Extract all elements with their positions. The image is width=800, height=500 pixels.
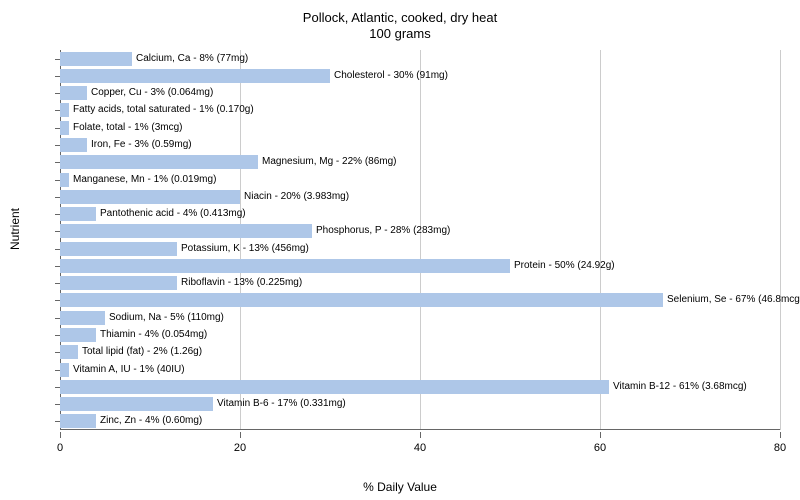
bar xyxy=(60,259,510,273)
bar-label: Vitamin B-6 - 17% (0.331mg) xyxy=(217,397,346,411)
bar xyxy=(60,69,330,83)
y-tick xyxy=(55,421,60,422)
x-axis xyxy=(60,429,780,430)
y-tick xyxy=(55,162,60,163)
plot-area: 020406080Calcium, Ca - 8% (77mg)Choleste… xyxy=(60,50,780,450)
bar-label: Potassium, K - 13% (456mg) xyxy=(181,242,309,256)
bar-label: Copper, Cu - 3% (0.064mg) xyxy=(91,86,213,100)
x-tick-label: 60 xyxy=(594,442,606,454)
bar xyxy=(60,363,69,377)
grid-line xyxy=(420,50,421,430)
bar-label: Phosphorus, P - 28% (283mg) xyxy=(316,224,450,238)
y-tick xyxy=(55,180,60,181)
bar-label: Vitamin B-12 - 61% (3.68mcg) xyxy=(613,380,747,394)
y-tick xyxy=(55,300,60,301)
x-tick xyxy=(600,432,601,438)
bar-label: Total lipid (fat) - 2% (1.26g) xyxy=(82,345,202,359)
y-tick xyxy=(55,283,60,284)
x-tick-label: 40 xyxy=(414,442,426,454)
bar xyxy=(60,293,663,307)
x-tick xyxy=(240,432,241,438)
x-tick xyxy=(60,432,61,438)
bar-label: Thiamin - 4% (0.054mg) xyxy=(100,328,207,342)
grid-line xyxy=(780,50,781,430)
bar xyxy=(60,224,312,238)
bar xyxy=(60,311,105,325)
bar-label: Zinc, Zn - 4% (0.60mg) xyxy=(100,414,202,428)
y-tick xyxy=(55,110,60,111)
bar xyxy=(60,155,258,169)
x-tick-label: 20 xyxy=(234,442,246,454)
y-tick xyxy=(55,231,60,232)
bar-label: Magnesium, Mg - 22% (86mg) xyxy=(262,155,397,169)
bar-label: Manganese, Mn - 1% (0.019mg) xyxy=(73,173,216,187)
bar-label: Calcium, Ca - 8% (77mg) xyxy=(136,52,248,66)
y-tick xyxy=(55,59,60,60)
bar xyxy=(60,380,609,394)
bar xyxy=(60,414,96,428)
bar xyxy=(60,86,87,100)
grid-line xyxy=(600,50,601,430)
bar xyxy=(60,207,96,221)
bar xyxy=(60,190,240,204)
bar xyxy=(60,345,78,359)
bar-label: Pantothenic acid - 4% (0.413mg) xyxy=(100,207,246,221)
y-tick xyxy=(55,318,60,319)
y-tick xyxy=(55,404,60,405)
bar-label: Fatty acids, total saturated - 1% (0.170… xyxy=(73,103,254,117)
bar xyxy=(60,397,213,411)
x-tick-label: 0 xyxy=(57,442,63,454)
bar-label: Folate, total - 1% (3mcg) xyxy=(73,121,182,135)
bar xyxy=(60,121,69,135)
y-tick xyxy=(55,266,60,267)
y-tick xyxy=(55,387,60,388)
y-tick xyxy=(55,76,60,77)
bar xyxy=(60,242,177,256)
y-tick xyxy=(55,145,60,146)
y-tick xyxy=(55,128,60,129)
x-tick-label: 80 xyxy=(774,442,786,454)
chart-subtitle: 100 grams xyxy=(0,26,800,41)
y-tick xyxy=(55,352,60,353)
bar xyxy=(60,276,177,290)
x-axis-label: % Daily Value xyxy=(0,480,800,494)
nutrient-chart: Pollock, Atlantic, cooked, dry heat 100 … xyxy=(0,0,800,500)
bar xyxy=(60,328,96,342)
y-tick xyxy=(55,214,60,215)
bar xyxy=(60,103,69,117)
bar-label: Cholesterol - 30% (91mg) xyxy=(334,69,448,83)
bar-label: Sodium, Na - 5% (110mg) xyxy=(109,311,224,325)
y-tick xyxy=(55,249,60,250)
bar-label: Iron, Fe - 3% (0.59mg) xyxy=(91,138,192,152)
bar xyxy=(60,138,87,152)
bar xyxy=(60,52,132,66)
y-axis-label: Nutrient xyxy=(8,208,22,250)
chart-title: Pollock, Atlantic, cooked, dry heat xyxy=(0,10,800,25)
y-tick xyxy=(55,335,60,336)
bar-label: Selenium, Se - 67% (46.8mcg) xyxy=(667,293,800,307)
bar xyxy=(60,173,69,187)
bar-label: Protein - 50% (24.92g) xyxy=(514,259,615,273)
x-tick xyxy=(420,432,421,438)
x-tick xyxy=(780,432,781,438)
y-tick xyxy=(55,370,60,371)
y-tick xyxy=(55,197,60,198)
y-tick xyxy=(55,93,60,94)
bar-label: Niacin - 20% (3.983mg) xyxy=(244,190,349,204)
bar-label: Vitamin A, IU - 1% (40IU) xyxy=(73,363,185,377)
bar-label: Riboflavin - 13% (0.225mg) xyxy=(181,276,302,290)
